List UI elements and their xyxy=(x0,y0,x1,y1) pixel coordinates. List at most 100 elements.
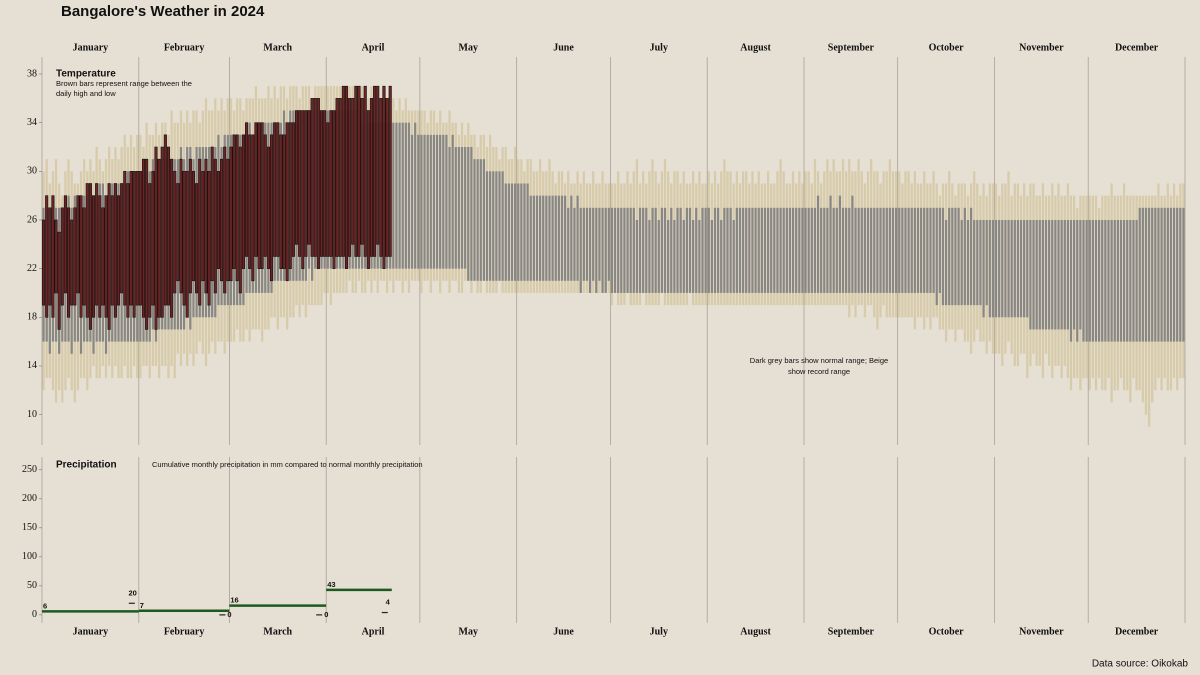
temp-bar xyxy=(163,134,167,306)
temp-bar xyxy=(54,219,58,294)
temp-bar xyxy=(198,158,202,306)
temp-bar xyxy=(248,134,252,269)
temp-bar xyxy=(741,207,745,293)
normal-precip-label: 16 xyxy=(230,596,238,605)
temp-bar xyxy=(1135,219,1138,342)
temp-bar xyxy=(704,207,707,293)
temp-bar xyxy=(435,134,439,269)
temp-bar xyxy=(332,110,336,269)
temp-bar xyxy=(801,207,804,293)
temp-bar xyxy=(729,207,732,293)
annotation: Dark grey bars show normal range; Beige xyxy=(750,356,888,365)
temp-bar xyxy=(685,207,689,293)
temp-bar xyxy=(579,207,582,293)
temp-bar xyxy=(554,195,557,281)
temp-bar xyxy=(507,183,511,281)
panel-title: Precipitation xyxy=(56,460,117,471)
temp-bar xyxy=(451,134,454,269)
temp-bar xyxy=(954,207,957,306)
temp-bar xyxy=(670,207,673,293)
temp-bar xyxy=(517,183,520,281)
temp-bar xyxy=(195,183,199,294)
temp-bar xyxy=(916,207,920,293)
y-tick-label: 14 xyxy=(27,360,37,371)
temp-bar xyxy=(207,171,211,306)
temp-bar xyxy=(104,195,108,318)
temp-bar xyxy=(348,98,352,257)
month-label: July xyxy=(650,626,668,637)
temp-bar xyxy=(998,219,1001,318)
temp-bar xyxy=(1129,219,1132,342)
temp-bar xyxy=(1019,219,1023,318)
month-label: March xyxy=(263,626,292,637)
temp-bar xyxy=(1160,207,1163,342)
temp-bar xyxy=(969,207,973,306)
temp-bar xyxy=(585,207,589,281)
temp-bar xyxy=(88,183,92,330)
temp-bar xyxy=(1119,219,1123,342)
temp-bar xyxy=(682,219,685,293)
temp-bar xyxy=(885,207,888,293)
month-label: August xyxy=(740,42,771,53)
temp-bar xyxy=(1104,219,1107,342)
temp-bar xyxy=(751,207,754,293)
temp-bar xyxy=(716,207,720,293)
normal-precip-label: 7 xyxy=(140,601,144,610)
temp-bar xyxy=(423,134,426,269)
temp-bar xyxy=(588,207,592,293)
temp-bar xyxy=(279,134,283,269)
y-tick-label: 150 xyxy=(22,522,37,533)
temp-bar xyxy=(226,158,230,282)
temp-bar xyxy=(876,207,879,293)
temp-bar xyxy=(116,195,121,306)
temp-bar xyxy=(926,207,929,293)
temp-bar xyxy=(182,171,186,306)
temp-bar xyxy=(229,146,233,282)
temp-bar xyxy=(563,195,567,281)
month-label: January xyxy=(73,626,109,637)
month-label: June xyxy=(553,626,574,637)
temp-bar xyxy=(63,195,67,294)
temp-bar xyxy=(973,219,976,306)
temp-bar xyxy=(170,158,174,318)
temp-bar xyxy=(573,207,576,281)
temp-bar xyxy=(710,219,713,293)
temp-bar xyxy=(667,219,670,293)
temp-bar xyxy=(204,158,208,294)
temp-bar xyxy=(304,110,308,257)
temp-bar xyxy=(982,219,985,318)
temp-bar xyxy=(1035,219,1038,330)
temp-bar xyxy=(829,195,832,293)
temp-bar xyxy=(464,147,467,269)
temp-bar xyxy=(688,207,692,293)
temp-bar xyxy=(1091,219,1094,342)
temp-bar xyxy=(269,134,274,282)
temp-bar xyxy=(645,207,648,293)
actual-precip-label: 0 xyxy=(324,610,328,619)
temp-bar xyxy=(676,207,679,293)
temp-bar xyxy=(526,183,529,281)
temp-bar xyxy=(567,207,570,281)
temp-bar xyxy=(341,85,345,257)
temp-bar xyxy=(285,122,289,282)
temp-bar xyxy=(798,207,801,293)
temp-bar xyxy=(1094,219,1098,342)
temp-bar xyxy=(991,219,995,318)
temp-bar xyxy=(313,98,317,257)
temp-bar xyxy=(557,195,560,281)
temp-bar xyxy=(45,195,49,318)
temp-bar xyxy=(1057,219,1060,330)
temp-bar xyxy=(1122,219,1126,342)
temp-bar xyxy=(1126,219,1129,342)
temp-bar xyxy=(966,219,970,306)
temp-bar xyxy=(713,207,717,293)
temp-bar xyxy=(782,207,785,293)
y-tick-label: 18 xyxy=(27,312,37,323)
temp-bar xyxy=(448,147,451,269)
temp-bar xyxy=(363,85,367,257)
panel-subtitle: Brown bars represent range between the xyxy=(56,79,192,88)
temp-bar xyxy=(1004,219,1007,318)
temp-bar xyxy=(1166,207,1169,342)
temp-bar xyxy=(335,98,339,257)
temp-bar xyxy=(663,207,667,293)
